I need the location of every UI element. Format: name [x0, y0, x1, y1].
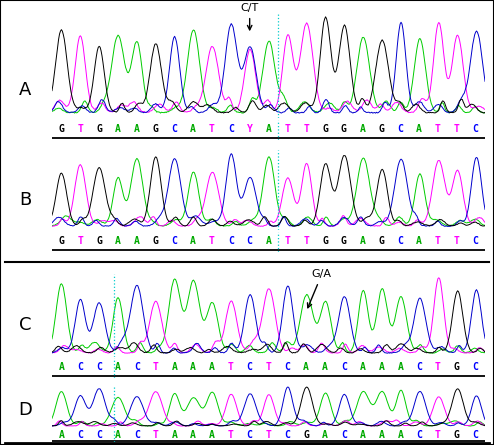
Text: G: G: [341, 236, 347, 246]
Text: T: T: [303, 124, 309, 134]
Text: T: T: [77, 236, 83, 246]
Text: G: G: [341, 124, 347, 134]
Text: C: C: [77, 362, 83, 372]
Text: C: C: [228, 236, 234, 246]
Text: A: A: [397, 362, 403, 372]
Text: C: C: [473, 362, 479, 372]
Text: T: T: [228, 430, 234, 440]
Text: C: C: [96, 430, 102, 440]
Text: A: A: [209, 430, 215, 440]
Text: A: A: [134, 124, 140, 134]
Text: G: G: [322, 236, 328, 246]
Text: A: A: [115, 124, 121, 134]
Text: A: A: [416, 236, 422, 246]
Text: C: C: [285, 430, 290, 440]
Text: C: C: [341, 362, 347, 372]
Text: C: C: [247, 236, 252, 246]
Text: A: A: [322, 362, 328, 372]
Text: A: A: [266, 236, 271, 246]
Text: A: A: [209, 362, 215, 372]
Text: C: C: [416, 430, 422, 440]
Text: A: A: [378, 362, 384, 372]
Text: C: C: [19, 316, 31, 334]
Text: G: G: [96, 124, 102, 134]
Text: G: G: [303, 430, 309, 440]
Text: A: A: [266, 124, 271, 134]
Text: A: A: [378, 430, 384, 440]
Text: T: T: [435, 430, 441, 440]
Text: T: T: [435, 124, 441, 134]
Text: Y: Y: [247, 124, 252, 134]
Text: A: A: [416, 124, 422, 134]
Text: G: G: [96, 236, 102, 246]
Text: G: G: [153, 124, 159, 134]
Text: T: T: [266, 430, 271, 440]
Text: A: A: [190, 430, 196, 440]
Text: D: D: [18, 401, 32, 419]
Text: G: G: [454, 362, 460, 372]
Text: G: G: [322, 124, 328, 134]
Text: T: T: [435, 236, 441, 246]
Text: A: A: [360, 236, 366, 246]
Text: A: A: [360, 430, 366, 440]
Text: C: C: [473, 236, 479, 246]
Text: C: C: [397, 236, 403, 246]
Text: A: A: [58, 430, 64, 440]
Text: A: A: [322, 430, 328, 440]
Text: A: A: [115, 236, 121, 246]
Text: A: A: [115, 362, 121, 372]
Text: C: C: [247, 362, 252, 372]
Text: T: T: [303, 236, 309, 246]
Text: T: T: [209, 236, 215, 246]
Text: C: C: [247, 430, 252, 440]
Text: A: A: [190, 362, 196, 372]
Text: C: C: [341, 430, 347, 440]
Text: T: T: [153, 430, 159, 440]
Text: G: G: [58, 124, 64, 134]
Text: C: C: [134, 430, 140, 440]
Text: A: A: [303, 362, 309, 372]
Text: B: B: [19, 191, 31, 209]
Text: T: T: [266, 362, 271, 372]
Text: C/T: C/T: [241, 3, 259, 30]
Text: G/A: G/A: [307, 269, 332, 308]
Text: C: C: [96, 362, 102, 372]
Text: G: G: [454, 430, 460, 440]
Text: T: T: [454, 236, 460, 246]
Text: C: C: [473, 430, 479, 440]
Text: A: A: [134, 236, 140, 246]
Text: A: A: [360, 362, 366, 372]
Text: A: A: [171, 430, 177, 440]
Text: T: T: [435, 362, 441, 372]
Text: A: A: [397, 430, 403, 440]
Text: A: A: [190, 236, 196, 246]
Text: C: C: [228, 124, 234, 134]
Text: C: C: [285, 362, 290, 372]
Text: A: A: [115, 430, 121, 440]
Text: T: T: [77, 124, 83, 134]
Text: T: T: [454, 124, 460, 134]
Text: G: G: [378, 236, 384, 246]
Text: T: T: [285, 124, 290, 134]
Text: C: C: [397, 124, 403, 134]
Text: T: T: [209, 124, 215, 134]
Text: A: A: [19, 81, 31, 99]
Text: C: C: [171, 236, 177, 246]
Text: T: T: [285, 236, 290, 246]
Text: A: A: [58, 362, 64, 372]
Text: C: C: [416, 362, 422, 372]
Text: C: C: [171, 124, 177, 134]
Text: A: A: [360, 124, 366, 134]
Text: T: T: [228, 362, 234, 372]
Text: G: G: [378, 124, 384, 134]
Text: C: C: [77, 430, 83, 440]
Text: G: G: [58, 236, 64, 246]
Text: G: G: [153, 236, 159, 246]
Text: A: A: [171, 362, 177, 372]
Text: A: A: [190, 124, 196, 134]
Text: C: C: [473, 124, 479, 134]
Text: C: C: [134, 362, 140, 372]
Text: T: T: [153, 362, 159, 372]
